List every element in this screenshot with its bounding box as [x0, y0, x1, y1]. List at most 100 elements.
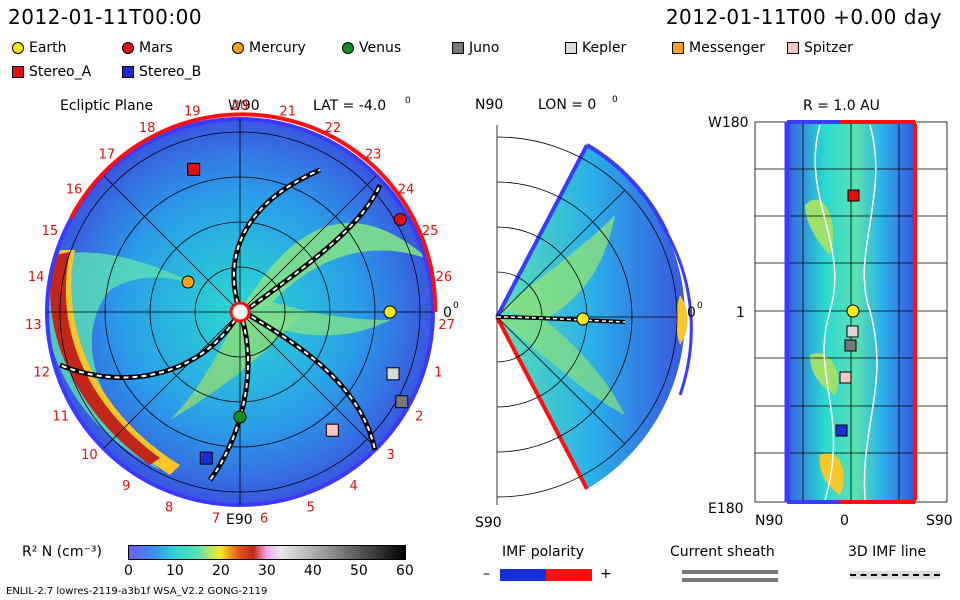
carrington-label: 24 [398, 182, 415, 197]
map-juno-marker [844, 339, 857, 352]
legend-item-kepler: Kepler [565, 40, 626, 56]
imf-polarity-label: IMF polarity [502, 544, 585, 560]
meridional-lon: LON = 0 [538, 97, 596, 113]
legend-label: Mars [139, 40, 173, 56]
ecliptic-lat-deg: 0 [405, 96, 411, 106]
carrington-label: 1 [434, 365, 442, 380]
carrington-label: 13 [25, 318, 42, 333]
legend-label: Juno [469, 40, 500, 56]
carrington-label: 5 [307, 501, 315, 516]
map-panel: R = 1.0 AU W180 1 E180 N90 0 S90 [708, 98, 953, 529]
meridional-top-label: N90 [475, 97, 503, 113]
imf-negative-swatch [500, 569, 546, 581]
legend-marker-mars [122, 42, 134, 54]
legend-item-mars: Mars [122, 40, 173, 56]
imf3d-label: 3D IMF line [848, 544, 927, 560]
map-r-label: R = 1.0 AU [803, 98, 880, 114]
legend-item-mercury: Mercury [232, 40, 306, 56]
carrington-label: 25 [422, 224, 439, 239]
legend-item-earth: Earth [12, 40, 67, 56]
carrington-label: 12 [33, 365, 50, 380]
ecliptic-juno-marker [395, 395, 409, 409]
legend-marker-juno [452, 42, 464, 54]
meridional-right-deg: 0 [697, 301, 703, 311]
carrington-label: 19 [184, 105, 201, 120]
carrington-label: 18 [139, 121, 156, 136]
legend-item-venus: Venus [342, 40, 401, 56]
legend-marker-messenger [672, 42, 684, 54]
legend-item-stereo_a: Stereo_A [12, 64, 91, 80]
map-x-left: N90 [755, 513, 783, 529]
legend-item-messenger: Messenger [672, 40, 765, 56]
colorbar-tick: 40 [304, 563, 322, 579]
map-stereo-a-marker [847, 189, 860, 202]
meridional-bottom-label: S90 [475, 515, 502, 531]
ecliptic-spitzer-marker [325, 423, 339, 437]
map-spitzer-marker [839, 371, 852, 384]
legend-label: Mercury [249, 40, 306, 56]
imf-minus: – [483, 566, 490, 582]
map-x-mid: 0 [840, 513, 849, 529]
ecliptic-stereo_a-marker [187, 162, 201, 176]
carrington-label: 6 [260, 512, 268, 527]
ecliptic-right-label: 0 [443, 305, 452, 321]
legend-label: Earth [29, 40, 67, 56]
carrington-labels: 20 21222324252627123456789101112131415161… [25, 99, 455, 527]
map-top-label: W180 [708, 115, 749, 131]
carrington-label: 27 [438, 318, 455, 333]
colorbar-tick: 60 [396, 563, 414, 579]
carrington-label: 9 [122, 479, 130, 494]
map-earth-marker [846, 304, 860, 318]
carrington-label: 26 [436, 270, 453, 285]
ecliptic-top-label: W90 [228, 98, 260, 114]
carrington-label: 8 [165, 501, 173, 516]
legend-label: Stereo_B [139, 64, 202, 80]
legend-label: Stereo_A [29, 64, 92, 80]
legend-label: Messenger [689, 40, 766, 56]
carrington-label: 15 [42, 224, 59, 239]
legend-item-juno: Juno [452, 40, 499, 56]
timestamp-left: 2012-01-11T00:00 [8, 5, 203, 29]
map-kepler-marker [846, 325, 859, 338]
colorbar [128, 545, 406, 560]
timestamp-right: 2012-01-11T00 +0.00 day [665, 5, 942, 29]
legend-item-spitzer: Spitzer [787, 40, 853, 56]
ecliptic-lat: LAT = -4.0 [313, 98, 386, 114]
current-sheath-line-1 [682, 570, 778, 574]
meridional-earth-marker [576, 312, 590, 326]
carrington-label: 2 [415, 410, 423, 425]
legend-marker-stereo_b [122, 66, 134, 78]
map-mid-label: 1 [736, 305, 745, 321]
ecliptic-stereo_b-marker [199, 451, 213, 465]
colorbar-label: R² N (cm⁻³) [22, 544, 102, 560]
meridional-lon-deg: 0 [612, 95, 618, 105]
ecliptic-venus-marker [233, 410, 247, 424]
current-sheath-line-2 [682, 578, 778, 582]
ecliptic-panel: Ecliptic Plane W90 LAT = -4.0 0 E90 0 0 … [25, 96, 459, 528]
carrington-label: 10 [81, 448, 98, 463]
carrington-label: 3 [386, 448, 394, 463]
ecliptic-bottom-label: E90 [226, 512, 253, 528]
ecliptic-mars-marker [393, 213, 407, 226]
legend-marker-venus [342, 42, 354, 54]
legend-marker-earth [12, 42, 24, 54]
legend-item-stereo_b: Stereo_B [122, 64, 201, 80]
ecliptic-title: Ecliptic Plane [60, 98, 153, 114]
ecliptic-earth-marker [383, 305, 397, 319]
carrington-label: 14 [28, 270, 45, 285]
carrington-label: 21 [279, 105, 296, 120]
map-x-right: S90 [926, 513, 953, 529]
ecliptic-kepler-marker [386, 367, 400, 381]
legend-label: Spitzer [804, 40, 853, 56]
legend-marker-kepler [565, 42, 577, 54]
carrington-label: 23 [365, 147, 382, 162]
model-footer: ENLIL-2.7 lowres-2119-a3b1f WSA_V2.2 GON… [6, 586, 268, 597]
carrington-label: 11 [52, 410, 69, 425]
legend-marker-stereo_a [12, 66, 24, 78]
map-stereo-b-marker [835, 424, 848, 437]
ecliptic-right-deg: 0 [453, 301, 459, 311]
ecliptic-mercury-marker [181, 275, 195, 289]
colorbar-tick: 10 [166, 563, 184, 579]
legend-marker-mercury [232, 42, 244, 54]
carrington-label: 7 [212, 512, 220, 527]
